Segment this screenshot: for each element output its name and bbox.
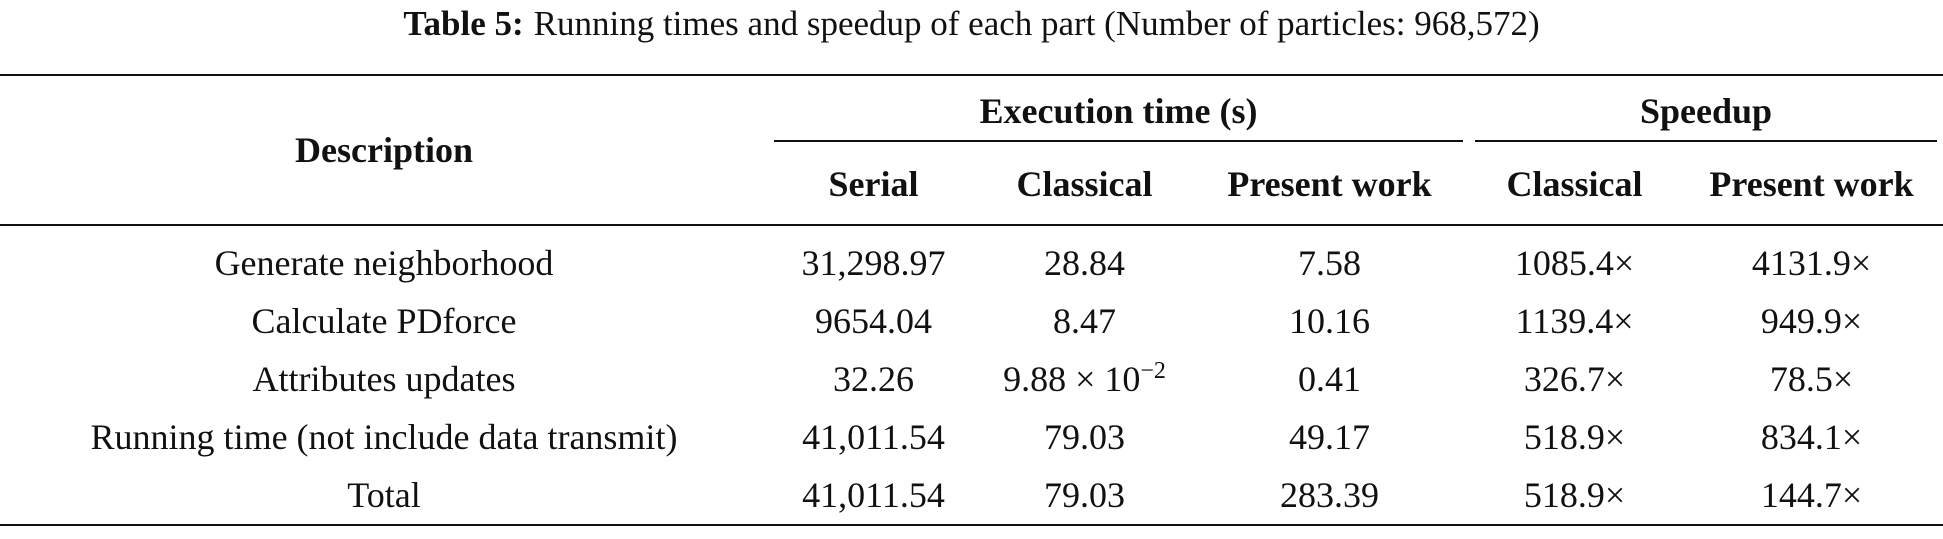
cell-exponent: −2 bbox=[1140, 358, 1166, 384]
table-cell: 834.1× bbox=[1760, 417, 1863, 457]
column-header: Present work bbox=[1227, 164, 1432, 204]
table-header: Description Execution time (s) Speedup S… bbox=[0, 75, 1943, 225]
table-cell: Running time (not include data transmit) bbox=[90, 417, 678, 457]
table-cell: 32.26 bbox=[833, 359, 914, 399]
table-cell: 518.9× bbox=[1523, 475, 1626, 515]
table-cell: 7.58 bbox=[1298, 243, 1362, 283]
table-cell: 4131.9× bbox=[1751, 243, 1872, 283]
cell-mantissa: 9.88 × 10 bbox=[1003, 359, 1141, 399]
column-header: Classical bbox=[1016, 164, 1153, 204]
table-cell: 41,011.54 bbox=[802, 475, 945, 515]
table-caption: Table 5: Running times and speedup of eac… bbox=[0, 0, 1943, 74]
table-cell: 79.03 bbox=[1044, 417, 1125, 457]
caption-text: Running times and speedup of each part (… bbox=[533, 4, 1540, 43]
table-cell: Generate neighborhood bbox=[214, 243, 554, 283]
table-cell: 8.47 bbox=[1053, 301, 1116, 341]
table-cell: 31,298.97 bbox=[801, 243, 946, 283]
table-cell: 144.7× bbox=[1760, 475, 1863, 515]
header-row: Description Execution time (s) Speedup bbox=[0, 75, 1943, 170]
column-header: Serial bbox=[828, 164, 919, 204]
table-cell: 518.9× bbox=[1523, 417, 1626, 457]
column-header: Classical bbox=[1506, 164, 1643, 204]
group-header: Execution time (s) bbox=[768, 75, 1469, 144]
table-row: Running time (not include data transmit)… bbox=[0, 408, 1943, 466]
group-header: Speedup bbox=[1469, 75, 1943, 144]
table-cell: 10.16 bbox=[1289, 301, 1371, 341]
caption-label: Table 5: bbox=[403, 4, 524, 43]
header-row: Serial Classical Present work Classical Pres… bbox=[0, 144, 1943, 225]
table-cell: 78.5× bbox=[1769, 359, 1854, 399]
column-header: Present work bbox=[1709, 164, 1914, 204]
table-cell: 1085.4× bbox=[1514, 243, 1635, 283]
data-table: Description Execution time (s) Speedup S… bbox=[0, 74, 1943, 526]
table-cell: 1139.4× bbox=[1515, 301, 1634, 341]
group-label: Execution time (s) bbox=[774, 90, 1464, 142]
table-cell: 49.17 bbox=[1289, 417, 1371, 457]
table-cell: 283.39 bbox=[1280, 475, 1380, 515]
table-row: Generate neighborhood 31,298.97 28.84 7.58 1… bbox=[0, 225, 1943, 292]
table-cell: Total bbox=[347, 475, 421, 515]
table-row: Attributes updates 32.26 9.88 × 10−2 0.41 32… bbox=[0, 350, 1943, 408]
table-cell: 79.03 bbox=[1044, 475, 1125, 515]
table-cell: 9654.04 bbox=[815, 301, 932, 341]
group-label: Speedup bbox=[1475, 90, 1938, 142]
table-cell: 949.9× bbox=[1760, 301, 1863, 341]
table-body: Generate neighborhood 31,298.97 28.84 7.58 1… bbox=[0, 225, 1943, 525]
header-cell: Description bbox=[295, 130, 473, 170]
table-cell: Calculate PDforce bbox=[251, 301, 517, 341]
table-cell: 28.84 bbox=[1044, 243, 1125, 283]
table-cell: 9.88 × 10−2 bbox=[979, 350, 1190, 408]
table-cell: 0.41 bbox=[1298, 359, 1362, 399]
table-cell: 326.7× bbox=[1523, 359, 1626, 399]
table-cell: Attributes updates bbox=[252, 359, 516, 399]
table-row: Total 41,011.54 79.03 283.39 518.9× 144.7× bbox=[0, 466, 1943, 525]
table-row: Calculate PDforce 9654.04 8.47 10.16 1139.4×… bbox=[0, 292, 1943, 350]
table-cell: 41,011.54 bbox=[802, 417, 945, 457]
